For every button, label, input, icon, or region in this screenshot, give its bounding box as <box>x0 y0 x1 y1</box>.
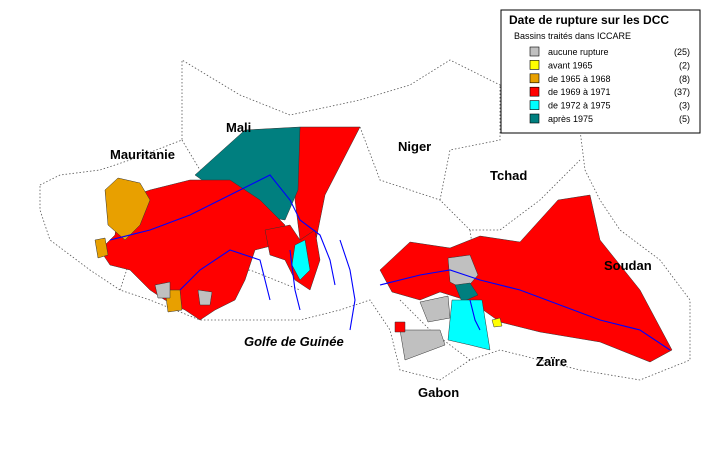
region-label: Niger <box>398 139 431 154</box>
legend-box <box>500 9 701 134</box>
legend-swatch <box>529 46 540 57</box>
region-label: Soudan <box>604 258 652 273</box>
region-label: Tchad <box>490 168 527 183</box>
region-label: Mali <box>226 120 251 135</box>
basins <box>94 126 673 363</box>
legend-count: (2) <box>679 60 690 70</box>
rivers <box>109 174 671 351</box>
region-label: Zaïre <box>536 354 567 369</box>
legend-count: (5) <box>679 114 690 124</box>
region-label: Gabon <box>418 385 459 400</box>
legend-label: de 1969 à 1971 <box>548 87 611 97</box>
legend-label: de 1972 à 1975 <box>548 101 611 111</box>
region-label: Mauritanie <box>110 147 175 162</box>
legend-label: aucune rupture <box>548 47 609 57</box>
legend-subtitle: Bassins traités dans ICCARE <box>514 31 631 41</box>
legend-swatch <box>529 100 540 110</box>
sea-label: Golfe de Guinée <box>244 334 344 349</box>
legend-title: Date de rupture sur les DCC <box>509 13 669 27</box>
legend-swatch <box>529 73 540 84</box>
legend-swatch <box>529 86 540 97</box>
legend-count: (37) <box>674 87 690 97</box>
legend-label: avant 1965 <box>548 60 593 70</box>
legend-swatch <box>529 113 540 124</box>
legend-label: après 1975 <box>548 114 593 124</box>
legend-count: (3) <box>679 101 690 111</box>
legend-swatch <box>529 60 540 70</box>
legend-count: (25) <box>674 47 690 57</box>
legend-label: de 1965 à 1968 <box>548 74 611 84</box>
legend-count: (8) <box>679 74 690 84</box>
legend-items: aucune rupture (25) avant 1965 (2) de 1965 à… <box>529 46 690 124</box>
